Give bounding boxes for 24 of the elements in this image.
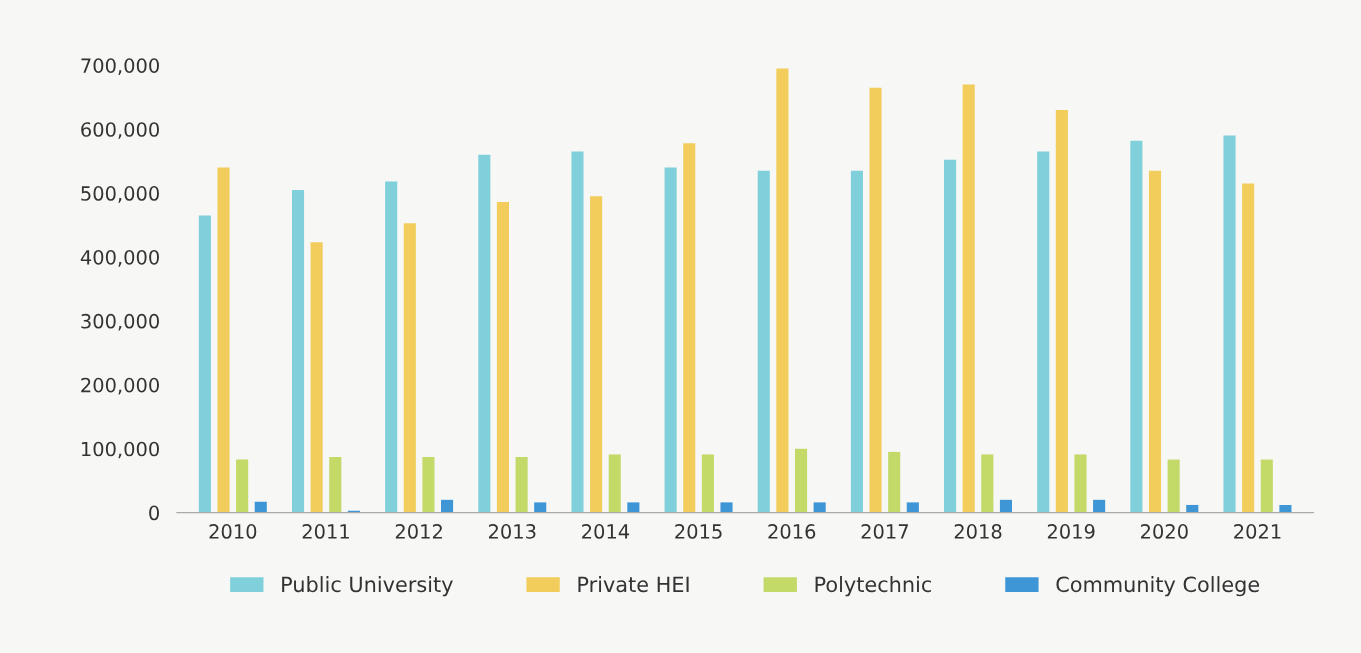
x-tick-label: 2017 [861, 524, 908, 539]
y-tick-label: 600,000 [81, 122, 159, 139]
x-tick-label: 2018 [954, 524, 1002, 539]
legend-label: Public University [282, 576, 453, 597]
legend-label: Private HEI [578, 576, 689, 593]
x-tick-label: 2021 [1234, 524, 1281, 539]
y-tick-label: 400,000 [80, 249, 159, 267]
x-tick-label: 2019 [1047, 524, 1095, 539]
y-tick-label: 0 [149, 505, 159, 521]
x-tick-label: 2020 [1141, 524, 1188, 539]
legend-label: Community College [1056, 576, 1260, 597]
x-tick-label: 2012 [395, 524, 442, 539]
x-tick-label: 2014 [582, 524, 630, 539]
x-tick-label: 2016 [768, 524, 816, 539]
y-tick-label: 300,000 [81, 313, 159, 331]
y-tick-label: 500,000 [81, 186, 159, 203]
y-tick-label: 200,000 [81, 377, 159, 395]
x-tick-label: 2010 [209, 524, 257, 539]
y-tick-label: 100,000 [81, 441, 159, 459]
x-tick-label: 2013 [488, 524, 536, 539]
x-tick-label: 2011 [302, 524, 349, 539]
legend-label: Polytechnic [815, 576, 932, 597]
y-tick-label: 700,000 [81, 58, 159, 75]
x-tick-label: 2015 [675, 524, 722, 539]
